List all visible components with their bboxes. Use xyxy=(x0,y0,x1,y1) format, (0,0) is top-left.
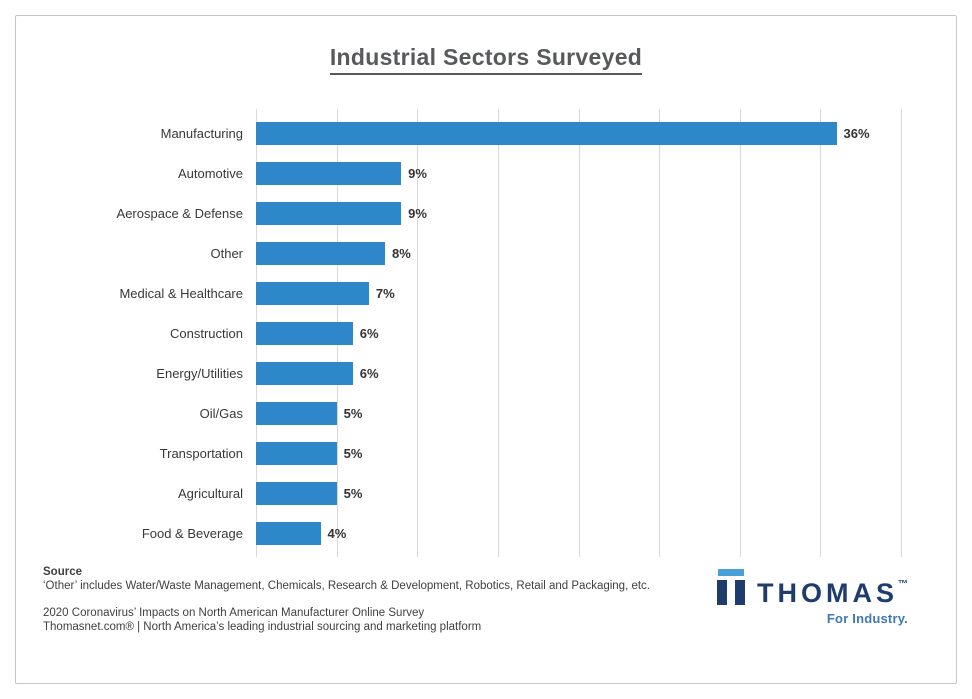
value-label: 5% xyxy=(343,445,363,461)
bar-row: Agricultural 5% xyxy=(16,473,956,513)
bar xyxy=(256,281,369,305)
bar-track: 9% xyxy=(256,201,901,225)
bar xyxy=(256,521,321,545)
thomas-logo-icon xyxy=(717,569,745,605)
gridline xyxy=(497,109,499,557)
value-label: 8% xyxy=(392,245,411,261)
footer: Source ‘Other’ includes Water/Waste Mana… xyxy=(16,566,956,633)
bar-row: Automotive 9% xyxy=(16,153,956,193)
bar-track: 5% xyxy=(256,481,901,505)
value-label: 36% xyxy=(843,125,870,141)
bar-row: Food & Beverage 4% xyxy=(16,513,956,553)
bar xyxy=(256,241,385,265)
value-label: 4% xyxy=(327,525,347,541)
bar xyxy=(256,161,402,185)
bar-track: 6% xyxy=(256,361,901,385)
bar-row: Oil/Gas 5% xyxy=(16,393,956,433)
value-label: 5% xyxy=(343,485,363,501)
bar xyxy=(256,481,337,505)
bar-rows: Manufacturing 36% Automotive 9% Aerospace & … xyxy=(16,113,956,553)
gridline xyxy=(417,109,419,557)
bar-row: Energy/Utilities 6% xyxy=(16,353,956,393)
platform-line: Thomasnet.com® | North America’s leading… xyxy=(43,621,482,633)
bar-track: 7% xyxy=(256,281,901,305)
category-label: Automotive xyxy=(177,165,243,181)
bar-track: 5% xyxy=(256,401,901,425)
bar xyxy=(256,441,337,465)
gridline xyxy=(901,109,902,557)
bar-track: 5% xyxy=(256,441,901,465)
source-note: ‘Other’ includes Water/Waste Management,… xyxy=(43,580,651,592)
bar-chart: Manufacturing 36% Automotive 9% Aerospace & … xyxy=(16,109,956,557)
bar-row: Medical & Healthcare 7% xyxy=(16,273,956,313)
value-label: 9% xyxy=(408,165,427,181)
bar xyxy=(256,401,337,425)
logo-brand-text: THOMAS™ xyxy=(757,578,908,608)
category-label: Other xyxy=(210,245,243,261)
trademark-symbol: ™ xyxy=(898,579,908,590)
value-label: 6% xyxy=(359,365,379,381)
bar xyxy=(256,201,402,225)
category-label: Energy/Utilities xyxy=(156,365,243,381)
survey-line: 2020 Coronavirus’ Impacts on North Ameri… xyxy=(43,607,425,619)
bar-row: Aerospace & Defense 9% xyxy=(16,193,956,233)
bar-row: Transportation 5% xyxy=(16,433,956,473)
category-label: Manufacturing xyxy=(160,125,243,141)
value-label: 7% xyxy=(375,285,395,301)
bar xyxy=(256,361,353,385)
category-label: Food & Beverage xyxy=(141,525,243,541)
gridline xyxy=(739,109,741,557)
bar-track: 8% xyxy=(256,241,901,265)
value-label: 5% xyxy=(343,405,363,421)
bar-row: Construction 6% xyxy=(16,313,956,353)
value-label: 9% xyxy=(408,205,427,221)
bar-row: Other 8% xyxy=(16,233,956,273)
logo-tagline: For Industry. xyxy=(826,611,908,626)
bar xyxy=(256,121,837,145)
gridline xyxy=(659,109,661,557)
bar xyxy=(256,321,353,345)
bar-track: 36% xyxy=(256,121,901,145)
thomas-logo: THOMAS™ For Industry. xyxy=(717,569,908,626)
category-label: Medical & Healthcare xyxy=(119,285,243,301)
bar-track: 9% xyxy=(256,161,901,185)
title-wrap: Industrial Sectors Surveyed xyxy=(16,44,956,75)
value-label: 6% xyxy=(359,325,379,341)
category-label: Transportation xyxy=(159,445,243,461)
category-label: Oil/Gas xyxy=(199,405,243,421)
gridline xyxy=(578,109,580,557)
bar-track: 6% xyxy=(256,321,901,345)
chart-title: Industrial Sectors Surveyed xyxy=(329,44,643,75)
chart-card: Industrial Sectors Surveyed Manufacturin… xyxy=(15,15,957,684)
category-label: Aerospace & Defense xyxy=(116,205,243,221)
source-label: Source xyxy=(43,566,82,578)
category-label: Construction xyxy=(170,325,243,341)
gridline xyxy=(820,109,822,557)
category-label: Agricultural xyxy=(177,485,243,501)
bar-row: Manufacturing 36% xyxy=(16,113,956,153)
bar-track: 4% xyxy=(256,521,901,545)
